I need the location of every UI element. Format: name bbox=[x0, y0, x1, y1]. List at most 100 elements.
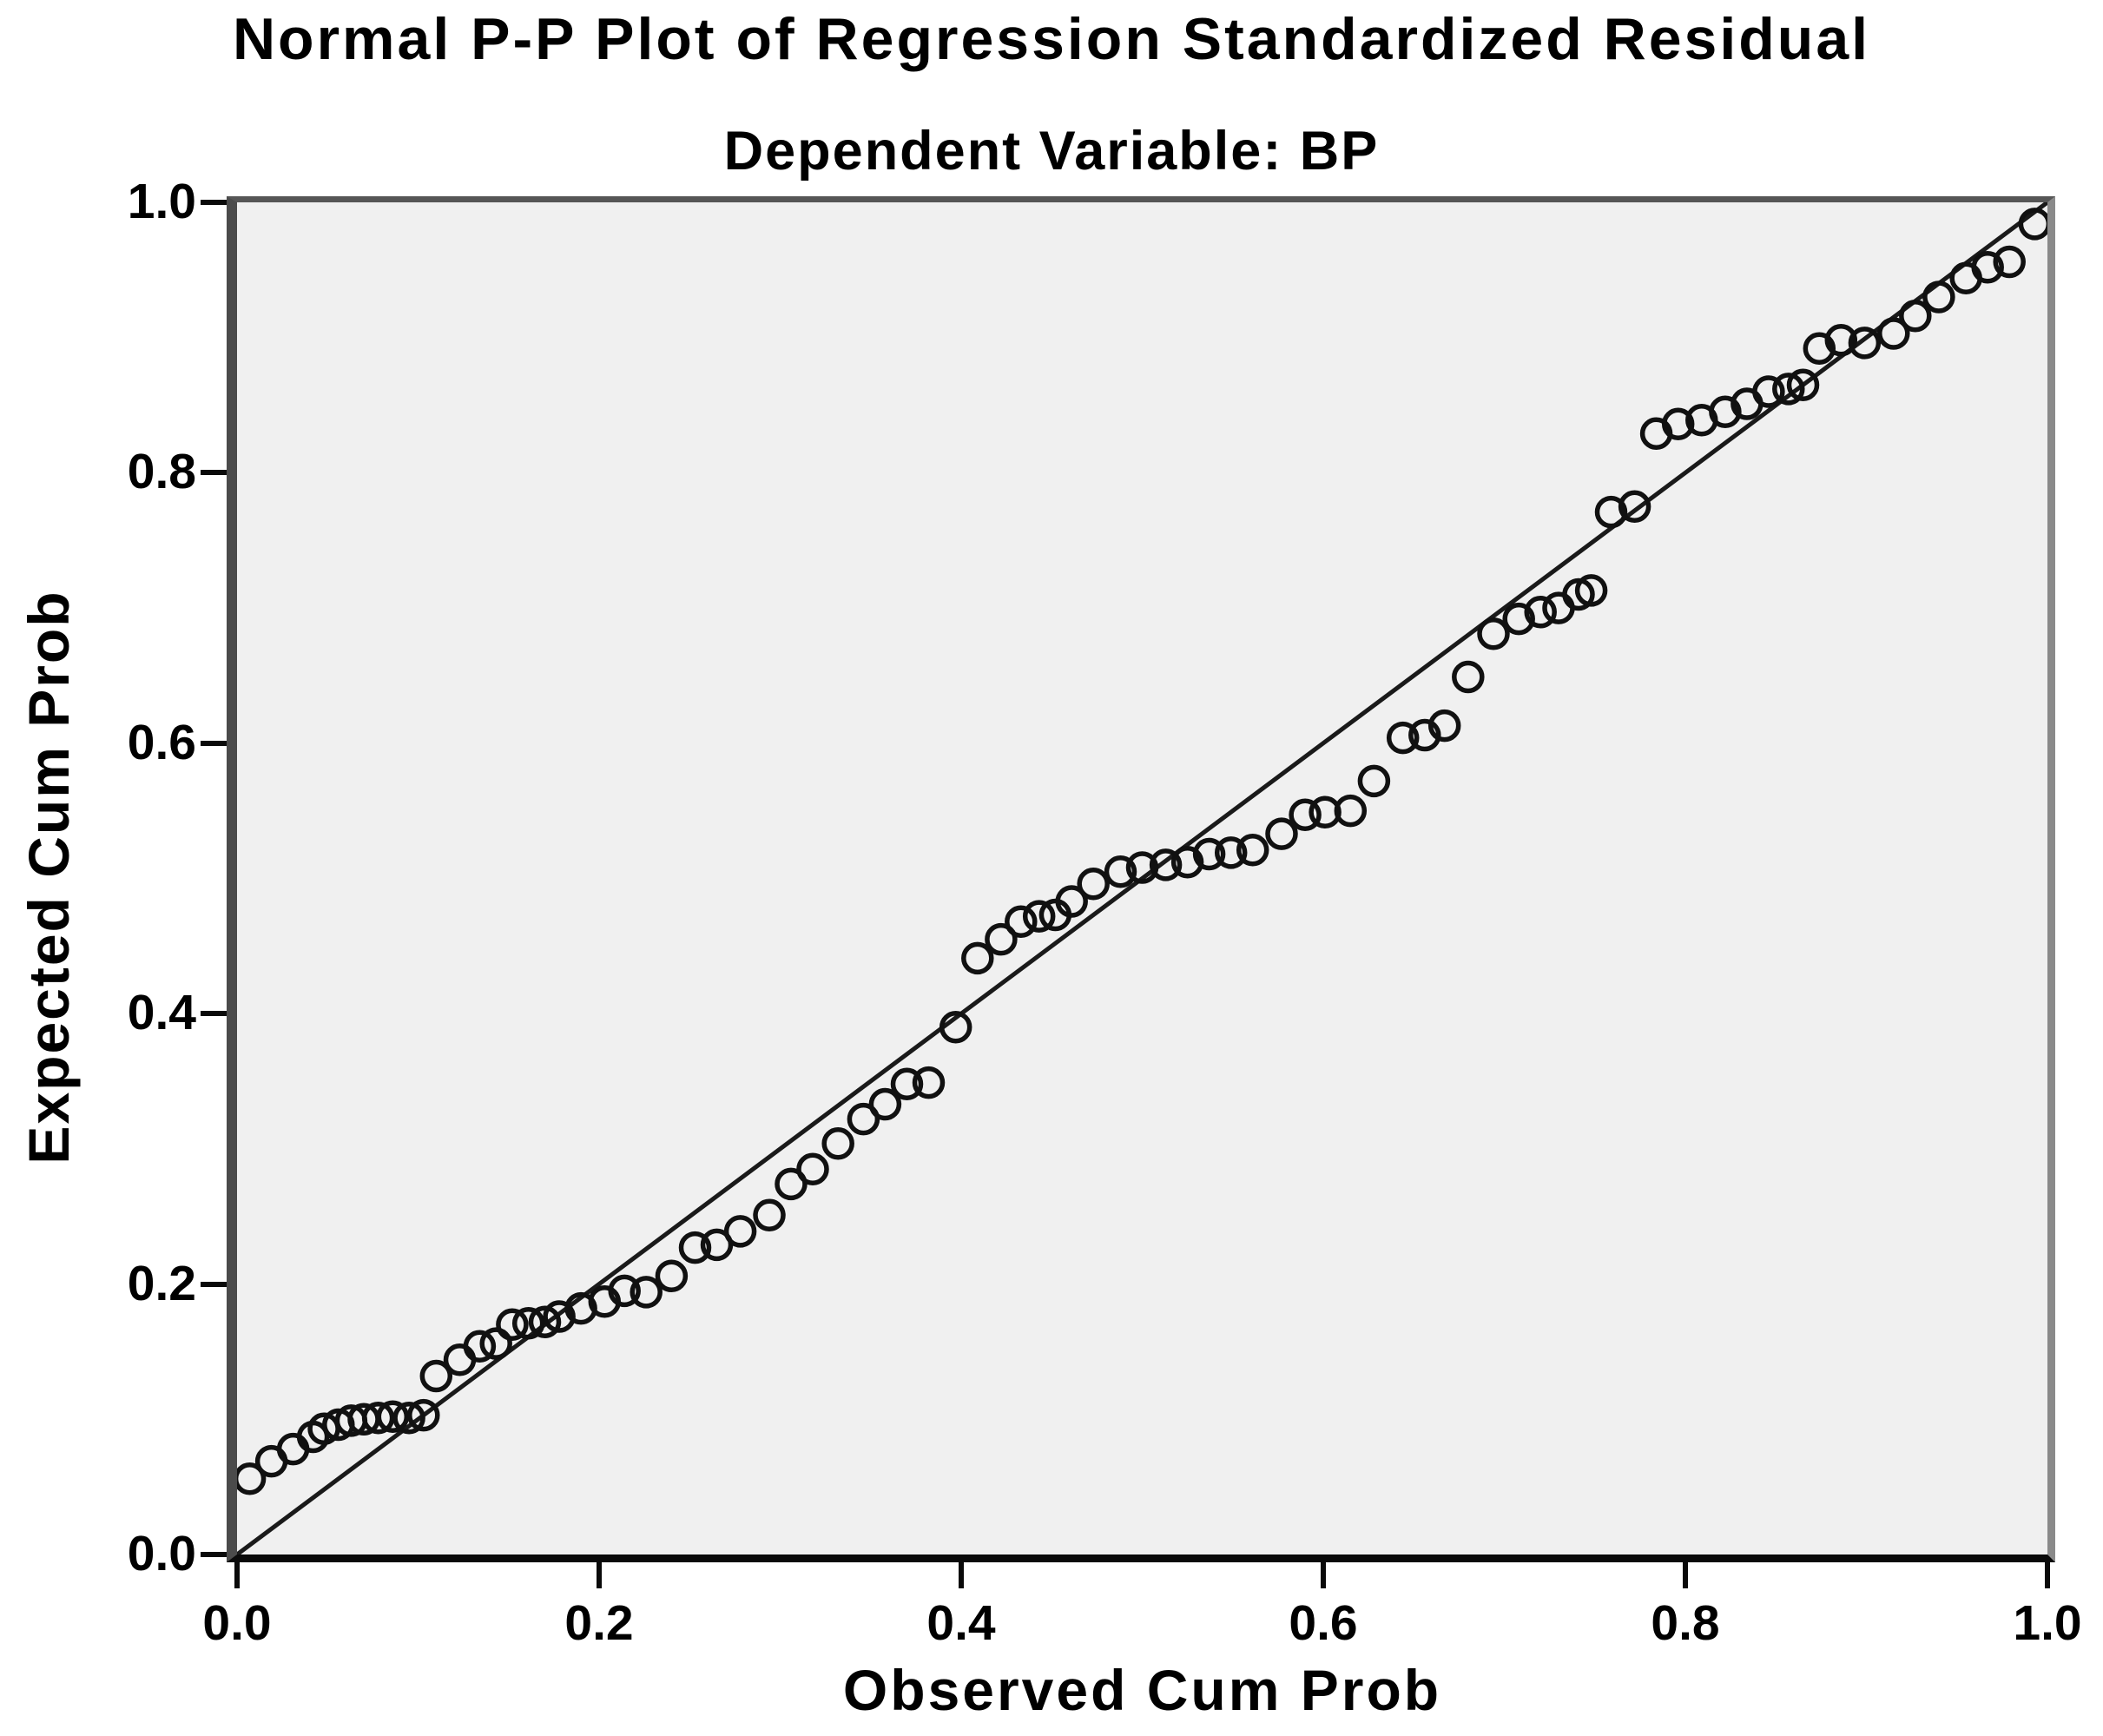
x-axis-title: Observed Cum Prob bbox=[842, 1658, 1442, 1722]
data-point-marker bbox=[1922, 281, 1955, 314]
y-axis-tick-label: 0.4 bbox=[127, 985, 196, 1041]
y-axis-title: Expected Cum Prob bbox=[16, 590, 81, 1165]
y-axis-tick-mark bbox=[201, 1011, 227, 1017]
data-point-marker bbox=[1170, 846, 1204, 879]
y-axis-tick-label: 0.2 bbox=[127, 1255, 196, 1311]
x-axis-tick-mark bbox=[959, 1562, 964, 1588]
data-point-marker bbox=[376, 1400, 410, 1433]
data-point-marker bbox=[1055, 885, 1088, 918]
y-axis-tick-mark bbox=[201, 1552, 227, 1557]
data-point-marker bbox=[1824, 324, 1858, 357]
data-point-marker bbox=[1427, 709, 1461, 743]
chart-title: Normal P-P Plot of Regression Standardiz… bbox=[232, 6, 1871, 72]
data-point-marker bbox=[407, 1398, 440, 1432]
data-point-marker bbox=[1848, 327, 1882, 360]
data-point-marker bbox=[1971, 250, 2004, 284]
data-point-marker bbox=[2018, 208, 2047, 241]
data-point-marker bbox=[1289, 798, 1322, 832]
data-point-marker bbox=[796, 1152, 829, 1186]
data-point-marker bbox=[1236, 834, 1269, 867]
x-axis-tick-mark bbox=[1321, 1562, 1326, 1588]
y-axis-tick-mark bbox=[201, 470, 227, 476]
data-point-marker bbox=[1803, 332, 1836, 365]
data-point-marker bbox=[655, 1259, 689, 1293]
data-point-marker bbox=[1192, 837, 1226, 871]
data-point-marker bbox=[237, 1462, 267, 1495]
x-axis-tick-label: 0.8 bbox=[1651, 1595, 1720, 1651]
data-point-marker bbox=[1104, 855, 1137, 888]
x-axis-tick-mark bbox=[597, 1562, 602, 1588]
data-point-marker bbox=[463, 1330, 497, 1363]
data-point-marker bbox=[847, 1102, 880, 1136]
data-point-marker bbox=[1334, 794, 1368, 828]
y-axis-tick-mark bbox=[201, 740, 227, 746]
chart-subtitle: Dependent Variable: BP bbox=[723, 121, 1380, 182]
data-point-marker bbox=[1877, 317, 1910, 350]
data-point-marker bbox=[1149, 848, 1183, 881]
y-axis-tick-label: 0.0 bbox=[127, 1526, 196, 1581]
data-point-marker bbox=[821, 1126, 854, 1160]
data-point-marker bbox=[1993, 245, 2026, 279]
data-point-marker bbox=[1502, 602, 1535, 636]
data-point-marker bbox=[630, 1276, 663, 1309]
data-point-marker bbox=[1524, 596, 1557, 629]
data-point-marker bbox=[1709, 395, 1742, 429]
data-point-marker bbox=[1618, 490, 1651, 524]
data-point-marker bbox=[775, 1167, 808, 1201]
data-point-marker bbox=[1265, 817, 1298, 850]
data-point-marker bbox=[1786, 368, 1820, 401]
data-point-marker bbox=[479, 1327, 512, 1360]
data-point-marker bbox=[1408, 718, 1441, 752]
x-axis-tick-mark bbox=[1683, 1562, 1688, 1588]
data-point-marker bbox=[890, 1067, 924, 1100]
data-point-marker bbox=[868, 1087, 902, 1121]
data-point-marker bbox=[443, 1343, 477, 1376]
data-point-marker bbox=[1452, 660, 1485, 694]
data-point-marker bbox=[912, 1066, 946, 1099]
y-axis-tick-label: 0.8 bbox=[127, 444, 196, 500]
data-point-marker bbox=[1899, 300, 1932, 333]
data-point-marker bbox=[528, 1305, 562, 1338]
x-axis-tick-label: 0.2 bbox=[564, 1595, 634, 1651]
data-point-marker bbox=[1005, 905, 1038, 939]
data-point-marker bbox=[1022, 900, 1056, 933]
data-point-marker bbox=[1214, 836, 1248, 869]
x-axis-tick-label: 0.0 bbox=[202, 1595, 272, 1651]
x-axis-tick-label: 0.4 bbox=[926, 1595, 996, 1651]
scatter-plot-canvas bbox=[237, 202, 2047, 1554]
plot-area bbox=[227, 196, 2055, 1562]
data-point-marker bbox=[678, 1231, 712, 1264]
data-point-marker bbox=[1357, 764, 1391, 798]
x-axis-tick-mark bbox=[2045, 1562, 2050, 1588]
y-axis-tick-label: 1.0 bbox=[127, 174, 196, 229]
data-point-marker bbox=[1752, 375, 1785, 408]
data-point-marker bbox=[939, 1011, 972, 1044]
data-point-marker bbox=[1477, 617, 1510, 650]
data-point-marker bbox=[608, 1274, 641, 1308]
data-point-marker bbox=[511, 1307, 545, 1340]
data-point-marker bbox=[419, 1359, 453, 1393]
y-axis-tick-label: 0.6 bbox=[127, 714, 196, 770]
data-point-marker bbox=[1077, 867, 1110, 901]
data-point-marker bbox=[1574, 574, 1608, 607]
data-point-marker bbox=[985, 922, 1018, 956]
data-point-marker bbox=[392, 1401, 425, 1435]
data-point-marker bbox=[961, 941, 994, 975]
y-axis-tick-mark bbox=[201, 200, 227, 205]
data-point-marker bbox=[753, 1198, 786, 1231]
y-axis-tick-mark bbox=[201, 1281, 227, 1287]
x-axis-tick-label: 1.0 bbox=[2013, 1595, 2082, 1651]
data-point-marker bbox=[700, 1228, 734, 1262]
data-point-marker bbox=[543, 1300, 576, 1333]
data-point-marker bbox=[1772, 373, 1805, 406]
data-point-marker bbox=[361, 1401, 395, 1435]
data-point-marker bbox=[1125, 851, 1159, 884]
x-axis-tick-mark bbox=[234, 1562, 240, 1588]
data-point-marker bbox=[496, 1308, 529, 1342]
data-point-marker bbox=[1661, 407, 1695, 441]
data-point-marker bbox=[1386, 721, 1420, 755]
x-axis-tick-label: 0.6 bbox=[1289, 1595, 1358, 1651]
data-point-marker bbox=[1594, 495, 1628, 529]
data-point-marker bbox=[723, 1215, 757, 1248]
